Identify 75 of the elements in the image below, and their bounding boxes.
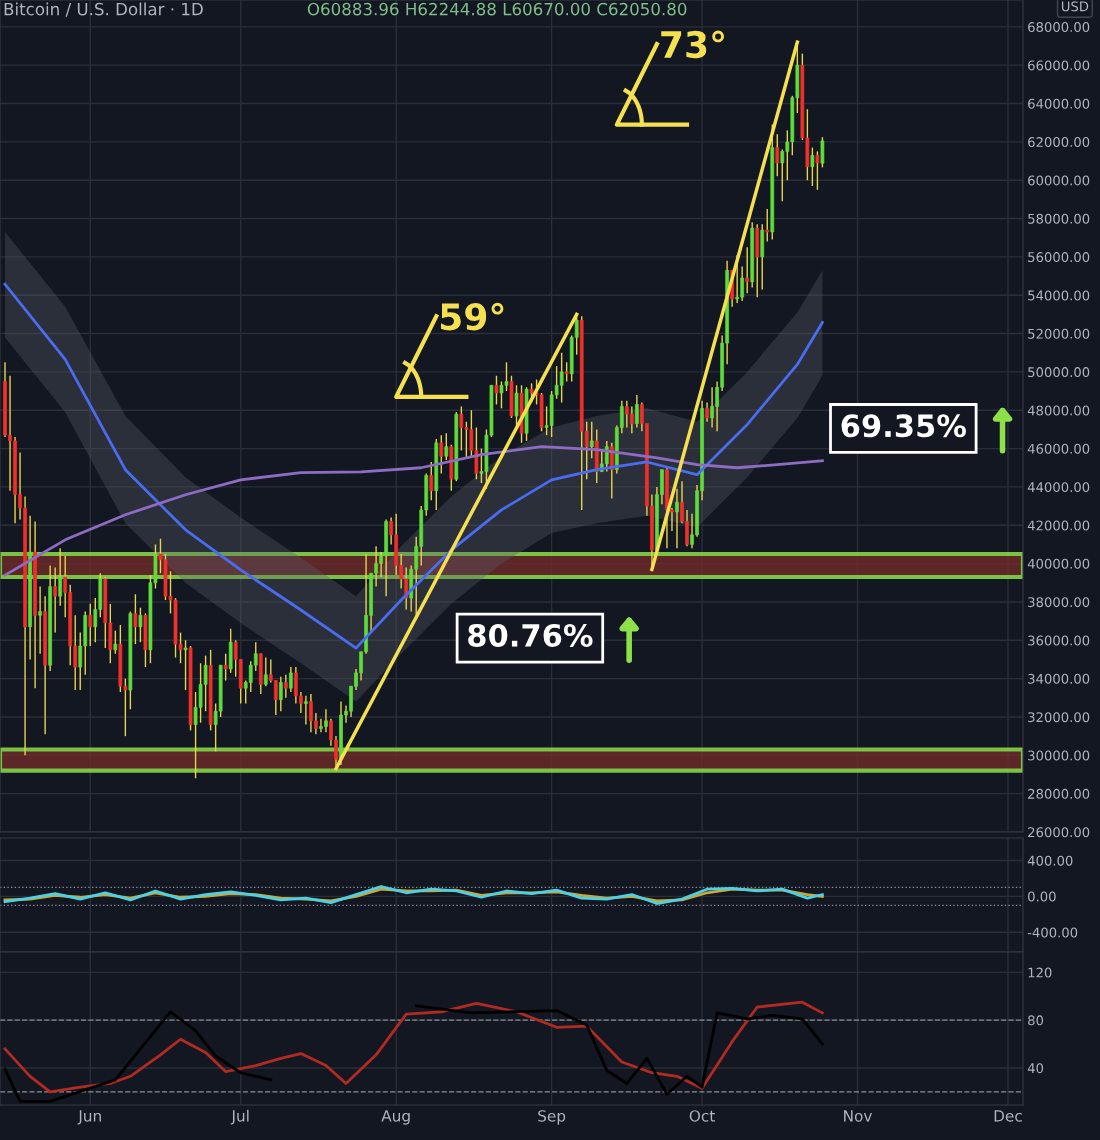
y-tick-label: 400.00	[1027, 855, 1073, 866]
y-tick-label: 40	[1027, 1063, 1044, 1074]
x-tick-label: Nov	[844, 1110, 872, 1122]
candlestick	[564, 361, 569, 383]
x-tick-label: Jun	[77, 1110, 101, 1125]
candlestick	[278, 676, 283, 712]
y-tick-label: 40000.00	[1027, 558, 1090, 569]
chart-subtitle: O60883.96 H62244.88 L60670.00 C62050.80	[307, 2, 687, 16]
y-tick-label: 54000.00	[1028, 290, 1090, 301]
y-tick-label: 50000.00	[1028, 367, 1090, 378]
y-tick-label: 28000.00	[1028, 788, 1090, 799]
candlestick	[705, 401, 709, 423]
candlestick	[820, 136, 825, 169]
y-tick-label: 32000.00	[1028, 712, 1090, 723]
line-series	[3, 282, 824, 650]
y-tick-label: 36000.00	[1028, 635, 1090, 646]
y-tick-label: 26000.00	[1028, 827, 1090, 838]
y-tick-label: 34000.00	[1028, 673, 1090, 684]
candlestick	[283, 674, 288, 699]
candlestick	[429, 461, 434, 502]
y-tick-label: -400.00	[1027, 927, 1078, 938]
x-tick-label: Sep	[538, 1110, 566, 1125]
y-tick-label: 56000.00	[1028, 252, 1090, 263]
chart-title: Bitcoin / U.S. Dollar · 1D	[4, 2, 203, 17]
series-label: 73°	[661, 30, 724, 59]
candlestick	[810, 146, 815, 187]
candlestick	[304, 695, 308, 726]
candlestick	[494, 375, 499, 406]
candlestick	[113, 629, 118, 655]
candlestick	[88, 603, 93, 647]
y-tick-label: 48000.00	[1027, 405, 1090, 416]
y-tick-label: 42000.00	[1027, 520, 1090, 531]
candlestick	[444, 432, 449, 461]
y-tick-label: 38000.00	[1028, 597, 1090, 608]
candlestick	[138, 606, 143, 643]
candlestick	[765, 208, 770, 243]
candlestick	[675, 488, 679, 549]
candlestick	[183, 639, 188, 691]
candlestick	[289, 666, 293, 693]
x-tick-label: Jul	[230, 1109, 249, 1125]
candlestick	[670, 507, 674, 532]
line-series	[3, 445, 824, 577]
candlestick	[58, 547, 63, 607]
y-tick-label: 66000.00	[1028, 60, 1090, 71]
y-tick-label: 64000.00	[1028, 98, 1090, 109]
candlestick	[53, 566, 58, 634]
y-tick-label: 52000.00	[1028, 328, 1090, 339]
y-tick-label: 30000.00	[1028, 750, 1090, 761]
y-tick-label: 0.00	[1028, 891, 1056, 902]
y-tick-label: 68000.00	[1028, 22, 1090, 33]
y-tick-label: 80	[1028, 1015, 1044, 1026]
x-tick-label: Dec	[994, 1110, 1022, 1122]
candlestick	[815, 150, 820, 191]
text: USD	[1061, 1, 1089, 12]
candlestick	[745, 246, 750, 294]
y-tick-label: 46000.00	[1027, 443, 1090, 454]
y-tick-label: 62000.00	[1028, 137, 1090, 148]
candlestick	[635, 394, 639, 429]
annotation: 80.76%	[468, 623, 593, 647]
candlestick	[589, 421, 594, 459]
candlestick	[263, 656, 268, 687]
candlestick	[38, 585, 42, 655]
series-label: 59°	[440, 302, 504, 331]
candlestick	[439, 434, 444, 475]
candlestick	[133, 593, 138, 645]
x-tick-label: Aug	[381, 1110, 410, 1125]
candlestick	[223, 652, 228, 682]
y-tick-label: 60000.00	[1028, 175, 1090, 186]
annotation: 69.35%	[841, 414, 966, 438]
y-tick-label: 120	[1028, 967, 1052, 978]
candlestick	[514, 384, 519, 427]
y-tick-label: 44000.00	[1027, 482, 1090, 493]
candlestick	[775, 133, 780, 178]
y-tick-label: 58000.00	[1028, 213, 1090, 224]
x-tick-label: Oct	[689, 1110, 715, 1122]
